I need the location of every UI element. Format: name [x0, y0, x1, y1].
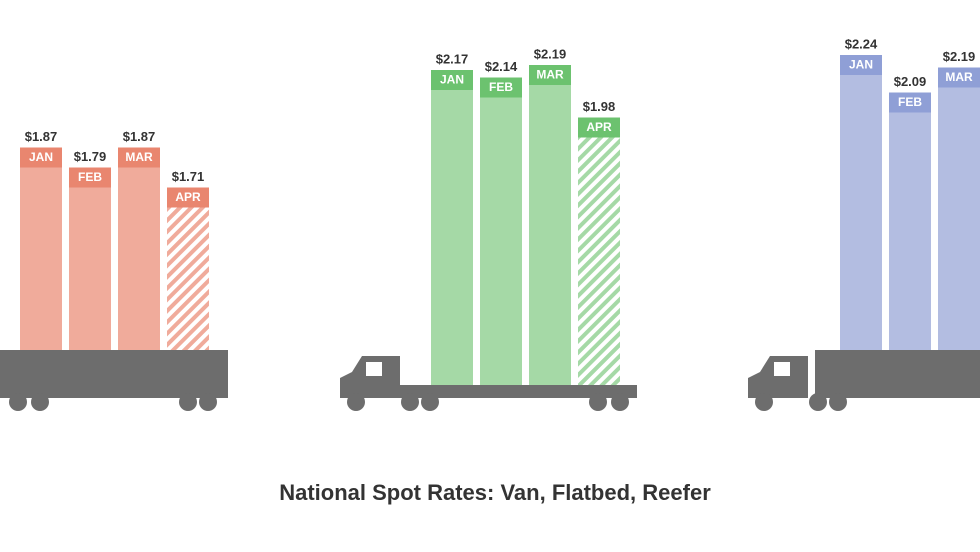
- bar: [118, 147, 160, 350]
- bar-label-band: [118, 147, 160, 168]
- month-label: APR: [586, 120, 612, 134]
- value-label: $2.19: [534, 46, 567, 61]
- month-label: MAR: [945, 70, 973, 84]
- bar-label-band: [431, 70, 473, 90]
- bar-label-band: [578, 117, 620, 138]
- month-label: JAN: [440, 73, 464, 87]
- bar-label-band: [938, 67, 980, 88]
- chart-title: National Spot Rates: Van, Flatbed, Reefe…: [279, 480, 711, 505]
- bar: [431, 70, 473, 385]
- value-label: $2.14: [485, 59, 518, 74]
- flatbed-truck: [340, 356, 637, 411]
- month-label: FEB: [489, 80, 513, 94]
- value-label: $2.19: [943, 49, 976, 64]
- value-label: $2.09: [894, 74, 927, 89]
- month-label: MAR: [536, 68, 564, 82]
- month-label: FEB: [898, 95, 922, 109]
- bar-label-band: [889, 92, 931, 113]
- bar: [889, 92, 931, 350]
- bar: [840, 55, 882, 350]
- bar-label-band: [20, 147, 62, 168]
- month-label: JAN: [29, 150, 53, 164]
- value-label: $2.24: [845, 36, 878, 51]
- value-label: $1.98: [583, 99, 616, 114]
- bar-label-band: [167, 187, 209, 208]
- bar: [20, 147, 62, 350]
- value-label: $1.87: [123, 129, 156, 144]
- month-label: FEB: [78, 170, 102, 184]
- bar: [167, 187, 209, 350]
- value-label: $1.79: [74, 149, 107, 164]
- value-label: $2.17: [436, 51, 469, 66]
- month-label: JAN: [849, 58, 873, 72]
- bar: [578, 117, 620, 385]
- month-label: APR: [175, 190, 201, 204]
- bar: [529, 65, 571, 385]
- bar-label-band: [529, 65, 571, 85]
- value-label: $1.87: [25, 129, 58, 144]
- reefer-truck: [748, 350, 980, 411]
- bar-label-band: [69, 167, 111, 188]
- van-truck: [0, 350, 228, 411]
- bar-label-band: [480, 77, 522, 98]
- bar-label-band: [840, 55, 882, 75]
- bar: [69, 167, 111, 350]
- month-label: MAR: [125, 150, 153, 164]
- value-label: $1.71: [172, 169, 205, 184]
- bar: [480, 77, 522, 385]
- bar: [938, 67, 980, 350]
